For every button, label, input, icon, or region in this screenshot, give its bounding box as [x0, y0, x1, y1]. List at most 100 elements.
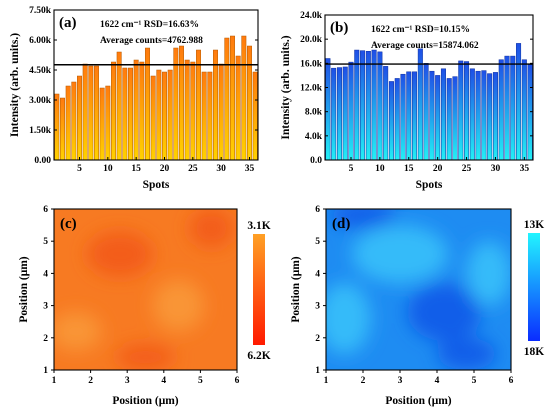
bar-b-28 — [481, 70, 487, 161]
x-tick-label: 1 — [52, 376, 57, 386]
bar-b-21 — [440, 68, 446, 161]
x-tick-label: 35 — [245, 164, 255, 174]
heatmap-patch — [326, 283, 371, 354]
x-tick-label: 3 — [398, 376, 403, 386]
bar-a-1 — [54, 93, 60, 161]
bar-b-9 — [371, 49, 377, 161]
annotation-rsd: 1622 cm⁻¹ RSD=16.63% — [100, 20, 199, 30]
bar-a-15 — [133, 59, 139, 161]
bar-a-36 — [252, 71, 258, 161]
bar-b-12 — [388, 81, 394, 161]
heatmap-field-d — [326, 209, 511, 370]
x-axis-title: Spots — [143, 179, 170, 191]
heatmap-blobs — [326, 209, 511, 370]
bar-a-32 — [230, 35, 235, 161]
x-tick-label: 1 — [324, 376, 329, 386]
bar-a-23 — [179, 45, 184, 161]
x-tick-label: 30 — [216, 164, 226, 174]
bar-b-34 — [516, 43, 522, 161]
bar-b-4 — [342, 66, 348, 161]
bar-b-25 — [464, 61, 470, 161]
y-tick-label: 6 — [43, 205, 48, 215]
plot-frame-d — [325, 208, 512, 371]
bar-chart-b: 0.0 4.0k 8.0k 12.0k 16.0k 20.0k 24.0k 5 10 15 20 25… — [280, 11, 534, 191]
bar-b-20 — [435, 75, 441, 161]
heatmap-patch — [116, 344, 175, 370]
y-tick-label: 6.00k — [29, 36, 52, 46]
bar-a-19 — [156, 69, 162, 161]
bar-b-16 — [412, 71, 418, 161]
x-tick-label: 4 — [435, 376, 440, 386]
annotation-average: Average counts=4762.988 — [100, 36, 203, 46]
x-tick-label: 2 — [88, 376, 93, 386]
bar-b-19 — [429, 70, 435, 161]
colorbar-bar — [253, 234, 265, 345]
panel-label: (b) — [330, 20, 348, 36]
y-tick-label: 24.0k — [300, 11, 323, 21]
y-axis-title: Intensity (arb. units.) — [9, 33, 21, 137]
heatmap-patch — [466, 241, 511, 306]
bar-a-27 — [201, 71, 207, 161]
bar-b-18 — [423, 63, 429, 161]
bar-b-3 — [336, 67, 342, 161]
bar-b-1 — [325, 58, 331, 161]
x-tick-label: 5 — [77, 164, 82, 174]
bar-a-10 — [105, 85, 111, 161]
y-tick-label: 1 — [315, 366, 320, 376]
colorbar-bar — [528, 233, 540, 341]
x-tick-label: 20 — [433, 164, 443, 174]
bar-a-8 — [94, 65, 99, 161]
x-axis-title: Position (μm) — [112, 395, 178, 407]
x-tick-label: 5 — [198, 376, 203, 386]
y-tick-label: 4.0k — [305, 132, 323, 142]
x-tick-label: 5 — [472, 376, 477, 386]
y-tick-label: 16.0k — [300, 59, 323, 69]
bar-a-33 — [235, 55, 241, 161]
bar-a-24 — [184, 59, 190, 161]
x-tick-label: 15 — [404, 164, 414, 174]
colorbar-top-label: 13K — [524, 219, 545, 231]
heatmap-patch — [152, 279, 205, 332]
y-tick-label: 4 — [43, 269, 48, 279]
bar-b-30 — [492, 72, 498, 161]
bar-a-9 — [99, 87, 105, 161]
x-tick-label: 25 — [188, 164, 198, 174]
bar-a-2 — [60, 97, 65, 161]
panel-label: (d) — [332, 216, 350, 232]
annotation-average: Average counts=15874.062 — [371, 41, 479, 51]
bar-a-31 — [224, 37, 230, 161]
colorbar-c: 3.1K 6.2K — [247, 220, 270, 362]
heatmap-patch — [86, 231, 153, 277]
bar-b-5 — [348, 61, 354, 161]
x-tick-label: 10 — [375, 164, 385, 174]
plot-frame-a — [53, 9, 259, 161]
bar-a-18 — [150, 75, 156, 161]
x-tick-label: 35 — [520, 164, 530, 174]
bar-a-12 — [116, 51, 122, 161]
bar-b-6 — [354, 49, 360, 161]
plot-frame-c — [53, 208, 238, 371]
x-tick-label: 10 — [103, 164, 113, 174]
x-tick-label: 15 — [131, 164, 141, 174]
bar-b-13 — [394, 78, 400, 161]
bar-a-11 — [111, 61, 116, 161]
y-tick-label: 3.00k — [29, 96, 52, 106]
bar-chart-a: 0.00 1.50k 3.00k 4.50k 6.00k 7.50k 5 10 15 20 25 30… — [9, 6, 259, 191]
annotation-rsd: 1622 cm⁻¹ RSD=10.15% — [371, 25, 470, 35]
colorbar-d: 13K 18K — [524, 219, 545, 358]
y-axis-title: Position (μm) — [290, 256, 302, 322]
y-tick-label: 2 — [43, 334, 48, 344]
bar-b-7 — [360, 50, 366, 161]
bar-b-17 — [417, 48, 423, 161]
y-tick-label: 2 — [315, 334, 320, 344]
panel-label: (a) — [59, 15, 77, 31]
x-tick-label: 4 — [161, 376, 166, 386]
y-tick-label: 1.50k — [29, 126, 52, 136]
bar-a-5 — [77, 75, 82, 161]
bar-a-16 — [139, 61, 145, 161]
y-tick-label: 4 — [315, 269, 320, 279]
bar-b-31 — [498, 59, 504, 161]
bar-b-27 — [475, 70, 481, 161]
x-axis-title: Position (μm) — [385, 395, 451, 407]
